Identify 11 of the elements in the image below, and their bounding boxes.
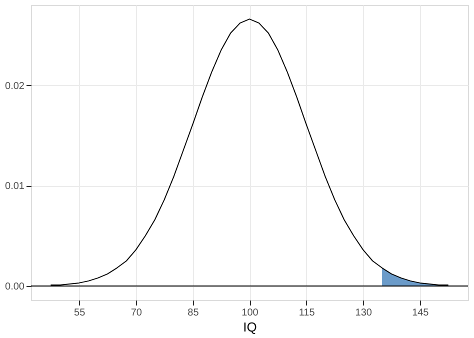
y-tick-label: 0.01 [5, 181, 25, 192]
y-tick-label: 0.02 [5, 80, 25, 92]
x-tick-label: 100 [242, 308, 259, 318]
x-tick-label: 55 [74, 308, 86, 318]
x-tick-label: 115 [298, 308, 316, 318]
x-tick-label: 145 [412, 308, 430, 318]
x-tick-label: 130 [355, 308, 372, 318]
y-tick-label: 0.00 [5, 281, 25, 292]
x-tick-label: 85 [188, 308, 200, 318]
x-axis-title: IQ [243, 320, 257, 334]
x-tick-label: 70 [130, 308, 142, 318]
